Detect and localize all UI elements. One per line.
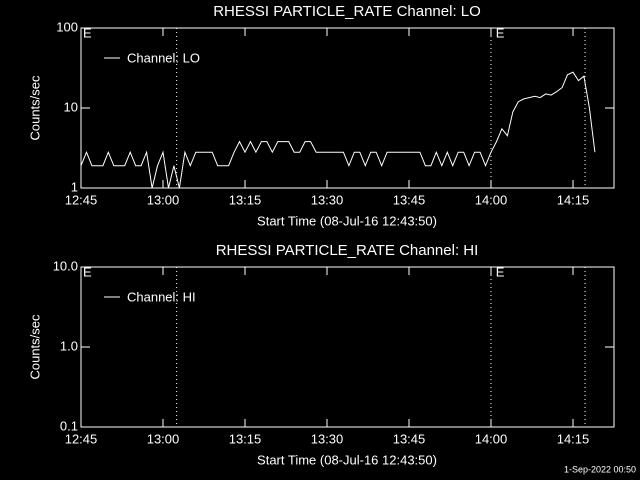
- y-tick-label: 0.1: [60, 418, 78, 433]
- y-tick-label: 100: [56, 19, 78, 34]
- x-tick-label: 12:45: [65, 431, 98, 446]
- x-tick-label: 13:00: [147, 192, 180, 207]
- x-tick-label: 13:00: [147, 431, 180, 446]
- x-tick-label: 13:45: [393, 192, 426, 207]
- annotation: E: [83, 264, 92, 279]
- chart-title: RHESSI PARTICLE_RATE Channel: HI: [216, 242, 479, 259]
- chart-title: RHESSI PARTICLE_RATE Channel: LO: [213, 3, 481, 20]
- x-tick-label: 14:15: [557, 431, 590, 446]
- x-tick-label: 13:30: [311, 431, 344, 446]
- annotation: E: [496, 264, 505, 279]
- annotation: E: [496, 25, 505, 40]
- y-tick-label: 10.0: [53, 258, 78, 273]
- legend-label: Channel: HI: [127, 289, 196, 304]
- x-axis-label: Start Time (08-Jul-16 12:43:50): [257, 452, 437, 467]
- x-tick-label: 13:45: [393, 431, 426, 446]
- y-tick-label: 1: [71, 179, 78, 194]
- x-tick-label: 12:45: [65, 192, 98, 207]
- y-tick-label: 1.0: [60, 338, 78, 353]
- y-axis-label: Counts/sec: [27, 314, 42, 380]
- annotation: E: [83, 25, 92, 40]
- x-axis-label: Start Time (08-Jul-16 12:43:50): [257, 213, 437, 228]
- x-tick-label: 13:15: [229, 192, 262, 207]
- x-tick-label: 14:00: [475, 431, 508, 446]
- x-tick-label: 13:30: [311, 192, 344, 207]
- footer-date: 1-Sep-2022 00:50: [564, 464, 636, 474]
- legend-label: Channel: LO: [127, 50, 200, 65]
- x-tick-label: 14:00: [475, 192, 508, 207]
- x-tick-label: 14:15: [557, 192, 590, 207]
- y-axis-label: Counts/sec: [27, 75, 42, 141]
- y-tick-label: 10: [64, 99, 78, 114]
- series-line: [80, 71, 596, 189]
- x-tick-label: 13:15: [229, 431, 262, 446]
